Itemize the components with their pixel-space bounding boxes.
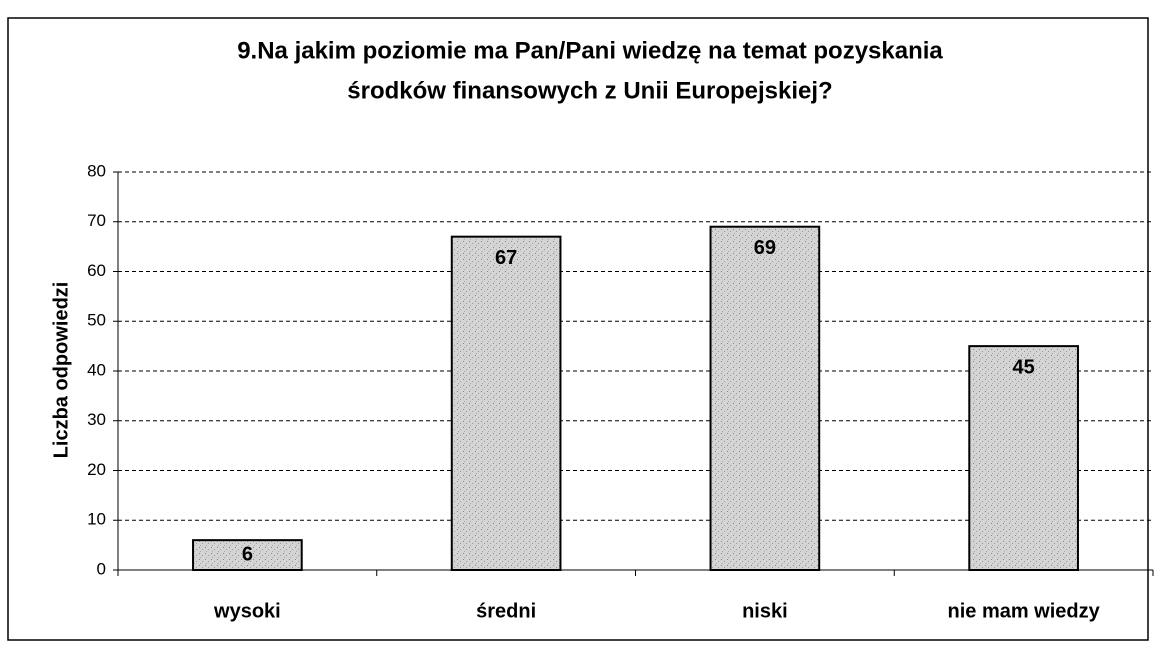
- y-tick-label: 30: [87, 410, 106, 429]
- bar-texture: [452, 237, 560, 570]
- bar-texture: [970, 347, 1077, 569]
- chart-title: środków finansowych z Unii Europejskiej?: [347, 77, 832, 104]
- y-tick-label: 0: [97, 559, 106, 578]
- y-tick-label: 80: [87, 161, 106, 180]
- chart-title: 9.Na jakim poziomie ma Pan/Pani wiedzę n…: [237, 37, 943, 64]
- y-axis-label: Liczba odpowiedzi: [50, 282, 72, 459]
- data-label: 45: [1013, 356, 1035, 378]
- data-label: 6: [242, 543, 253, 565]
- y-tick-label: 50: [87, 311, 106, 330]
- y-tick-label: 60: [87, 261, 106, 280]
- y-tick-label: 70: [87, 211, 106, 230]
- bar-texture: [194, 541, 301, 569]
- x-tick-label: niski: [742, 600, 788, 622]
- x-tick-label: nie mam wiedzy: [947, 600, 1100, 622]
- y-tick-label: 20: [87, 460, 106, 479]
- data-label: 67: [495, 247, 517, 269]
- bar-texture: [711, 227, 819, 569]
- data-label: 69: [754, 237, 776, 259]
- y-tick-label: 40: [87, 360, 106, 379]
- x-tick-label: wysoki: [213, 600, 281, 622]
- x-tick-label: średni: [476, 600, 536, 622]
- chart-frame: [7, 17, 1149, 641]
- y-tick-label: 10: [87, 510, 106, 529]
